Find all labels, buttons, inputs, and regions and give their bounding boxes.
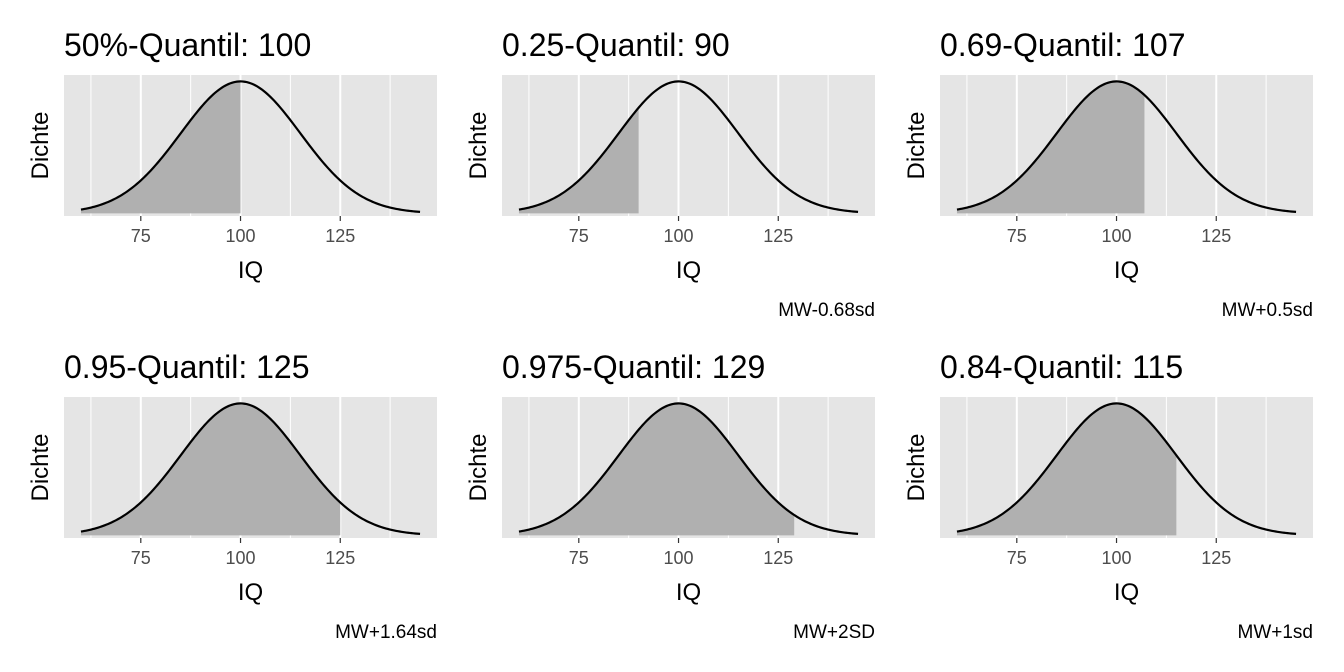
shaded-area [956, 81, 1145, 214]
chart-title: 0.84-Quantil: 115 [940, 349, 1183, 385]
x-axis-title: IQ [238, 579, 263, 606]
x-tick-label: 75 [569, 226, 589, 246]
density-curve [956, 80, 1297, 213]
y-axis-title: Dichte [27, 433, 54, 501]
chart-caption: MW+1sd [1238, 622, 1314, 643]
shaded-area [518, 107, 639, 214]
x-tick-label: 100 [1102, 548, 1132, 568]
density-curve [80, 80, 421, 213]
x-tick-label: 125 [1201, 548, 1231, 568]
chart-panel-6: 75 100 125 0.84-Quantil: 115 IQ Dichte MW+1sd [903, 349, 1313, 643]
chart-title: 0.25-Quantil: 90 [502, 27, 730, 63]
x-tick-label: 100 [1102, 226, 1132, 246]
chart-title: 0.95-Quantil: 125 [64, 349, 310, 385]
density-curve [518, 402, 859, 535]
chart-caption: MW-0.68sd [778, 300, 875, 321]
x-tick-label: 100 [226, 226, 256, 246]
chart-panel-2: 75 100 125 0.25-Quantil: 90 IQ Dichte MW-0.68s… [465, 27, 875, 321]
density-curve [80, 402, 421, 535]
chart-panel-3: 75 100 125 0.69-Quantil: 107 IQ Dichte MW+0.5s… [903, 27, 1313, 321]
x-tick-label: 125 [325, 226, 355, 246]
y-axis-title: Dichte [465, 433, 492, 501]
chart-title: 0.69-Quantil: 107 [940, 27, 1186, 63]
x-tick-label: 100 [226, 548, 256, 568]
density-curve [518, 80, 859, 213]
density-curve [956, 402, 1297, 535]
x-tick-label: 75 [569, 548, 589, 568]
shaded-area [518, 403, 795, 536]
chart-caption: MW+0.5sd [1222, 300, 1313, 321]
chart-title: 0.975-Quantil: 129 [502, 349, 765, 385]
chart-title: 50%-Quantil: 100 [64, 27, 311, 63]
x-axis-title: IQ [238, 257, 263, 284]
x-tick-label: 75 [1007, 226, 1027, 246]
x-tick-label: 75 [131, 226, 151, 246]
x-axis-title: IQ [1114, 257, 1139, 284]
y-axis-title: Dichte [27, 111, 54, 179]
x-tick-label: 125 [763, 548, 793, 568]
x-tick-label: 100 [664, 226, 694, 246]
shaded-area [80, 403, 341, 536]
x-axis-title: IQ [676, 257, 701, 284]
x-tick-label: 125 [325, 548, 355, 568]
chart-caption: MW+1.64sd [335, 622, 437, 643]
chart-panel-1: 75 100 125 50%-Quantil: 100 IQ Dichte [27, 27, 437, 284]
x-tick-label: 125 [763, 226, 793, 246]
chart-panel-5: 75 100 125 0.975-Quantil: 129 IQ Dichte MW+2SD [465, 349, 875, 643]
x-axis-title: IQ [676, 579, 701, 606]
x-axis-title: IQ [1114, 579, 1139, 606]
x-tick-label: 75 [131, 548, 151, 568]
x-tick-label: 125 [1201, 226, 1231, 246]
shaded-area [80, 81, 241, 214]
x-tick-label: 75 [1007, 548, 1027, 568]
y-axis-title: Dichte [465, 111, 492, 179]
x-tick-label: 100 [664, 548, 694, 568]
shaded-area [956, 403, 1177, 536]
chart-panel-4: 75 100 125 0.95-Quantil: 125 IQ Dichte MW+1.64… [27, 349, 437, 643]
y-axis-title: Dichte [903, 433, 930, 501]
chart-caption: MW+2SD [793, 622, 875, 643]
y-axis-title: Dichte [903, 111, 930, 179]
